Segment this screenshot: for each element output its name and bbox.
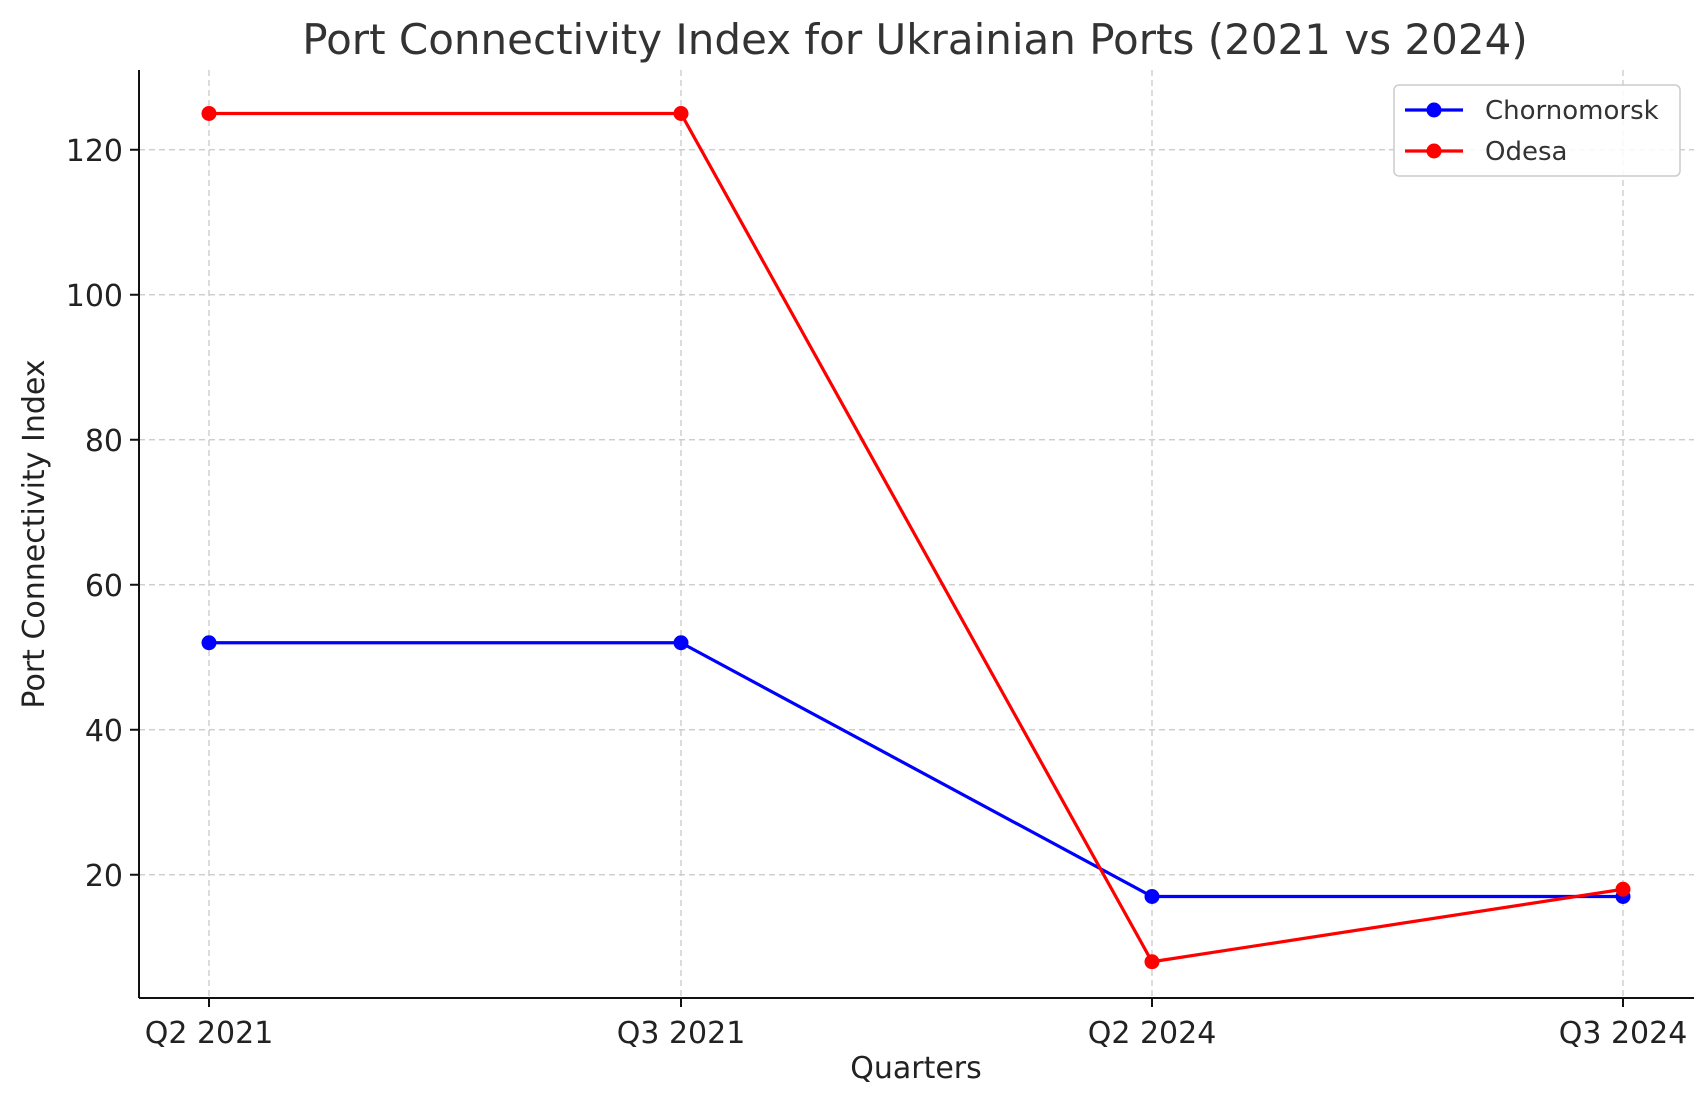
- legend-marker: [1426, 102, 1442, 118]
- chart-title: Port Connectivity Index for Ukrainian Po…: [302, 15, 1527, 64]
- data-point: [1615, 881, 1631, 897]
- series-odesa: [201, 106, 1631, 970]
- y-tick-label: 80: [85, 424, 123, 459]
- x-tick-label: Q3 2024: [1559, 1016, 1688, 1051]
- series: [201, 106, 1631, 970]
- series-line: [209, 111, 1624, 964]
- grid: [139, 70, 1694, 998]
- data-point: [673, 106, 689, 121]
- legend-marker: [1426, 143, 1442, 159]
- ticks: 20 40 60 80 100 120 Q2 2021 Q3 2021 Q2 2024 Q3 20…: [66, 134, 1688, 1051]
- legend-label: Chornomorsk: [1485, 96, 1659, 126]
- legend-item: Chornomorsk: [1405, 96, 1659, 126]
- legend-label: Odesa: [1485, 137, 1567, 167]
- x-tick-label: Q2 2024: [1088, 1016, 1217, 1051]
- data-point: [1144, 889, 1160, 904]
- series-chornomorsk: [201, 635, 1631, 904]
- y-tick-label: 100: [66, 279, 123, 314]
- y-tick-label: 60: [85, 569, 123, 604]
- series-line: [209, 641, 1623, 899]
- data-point: [201, 635, 217, 651]
- x-axis-label: Quarters: [850, 1051, 982, 1086]
- data-point: [1144, 954, 1160, 970]
- y-axis-label: Port Connectivity Index: [17, 359, 52, 708]
- x-tick-label: Q2 2021: [145, 1016, 274, 1051]
- y-tick-label: 40: [85, 714, 123, 749]
- x-tick-label: Q3 2021: [617, 1016, 746, 1051]
- legend: Chornomorsk Odesa: [1393, 84, 1681, 177]
- y-tick-label: 20: [85, 859, 123, 894]
- legend-box: [1393, 84, 1681, 177]
- y-tick-label: 120: [66, 134, 123, 169]
- data-point: [673, 635, 689, 651]
- legend-item: Odesa: [1405, 137, 1567, 167]
- data-point: [201, 106, 217, 121]
